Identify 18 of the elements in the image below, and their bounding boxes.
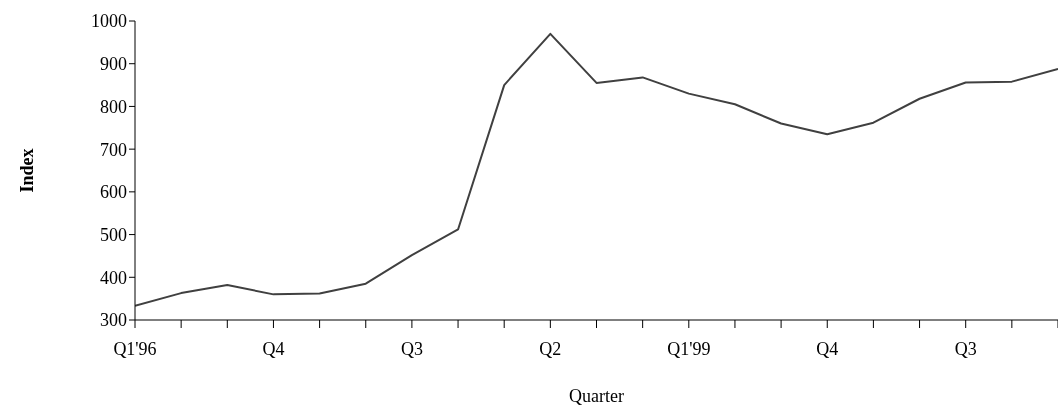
x-tick-label: Q3 xyxy=(954,338,977,359)
y-tick-label: 500 xyxy=(100,224,127,245)
y-tick-label: 300 xyxy=(100,310,127,331)
y-tick-label: 1000 xyxy=(91,11,127,32)
x-tick-label: Q4 xyxy=(816,338,839,359)
y-tick-label: 600 xyxy=(100,182,127,203)
x-tick-label: Q3 xyxy=(400,338,423,359)
x-axis-title: Quarter xyxy=(569,386,624,406)
x-tick-label: Q1'99 xyxy=(667,338,711,359)
y-tick-label: 900 xyxy=(100,54,127,75)
line-series xyxy=(135,32,1058,307)
y-tick-label: 700 xyxy=(100,139,127,160)
x-tick-label: Q4 xyxy=(262,338,285,359)
y-axis-title: Index xyxy=(17,148,38,193)
x-tick-label: Q2 xyxy=(539,338,562,359)
y-tick-label: 800 xyxy=(100,96,127,117)
y-tick-label: 400 xyxy=(100,267,127,288)
x-tick-label: Q1'96 xyxy=(113,338,157,359)
